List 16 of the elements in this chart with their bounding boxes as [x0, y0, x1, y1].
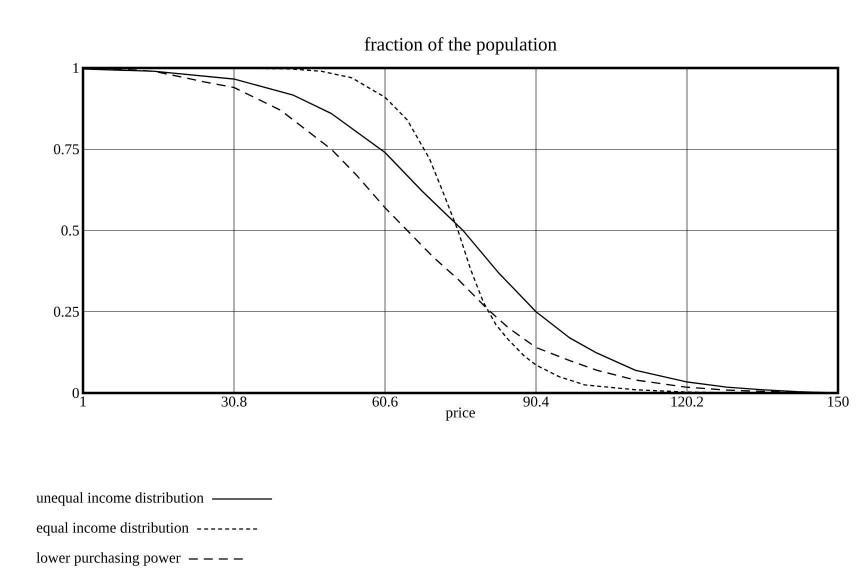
legend-label: equal income distribution: [36, 522, 189, 536]
chart-title: fraction of the population: [364, 37, 557, 55]
x-tick-label: 90.4: [523, 396, 549, 407]
legend-label: lower purchasing power: [36, 552, 180, 566]
x-tick-label: 150: [828, 396, 849, 407]
x-tick-label: 60.6: [372, 396, 398, 407]
y-tick-label: 1: [73, 63, 79, 73]
y-tick-label: 0.5: [61, 225, 79, 236]
x-tick-label: 120.2: [672, 396, 703, 407]
x-tick-label: 30.8: [222, 396, 247, 407]
y-tick-label: 0: [72, 388, 79, 398]
legend-label: unequal income distribution: [36, 492, 204, 506]
y-tick-label: 0.75: [54, 144, 79, 154]
x-axis-title: price: [446, 408, 475, 421]
y-tick-label: 0.25: [54, 306, 79, 317]
x-tick-label: 1: [80, 396, 86, 406]
